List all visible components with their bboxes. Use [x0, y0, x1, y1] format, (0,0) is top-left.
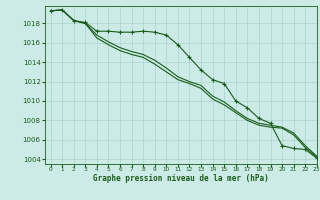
X-axis label: Graphe pression niveau de la mer (hPa): Graphe pression niveau de la mer (hPa) [93, 174, 269, 183]
